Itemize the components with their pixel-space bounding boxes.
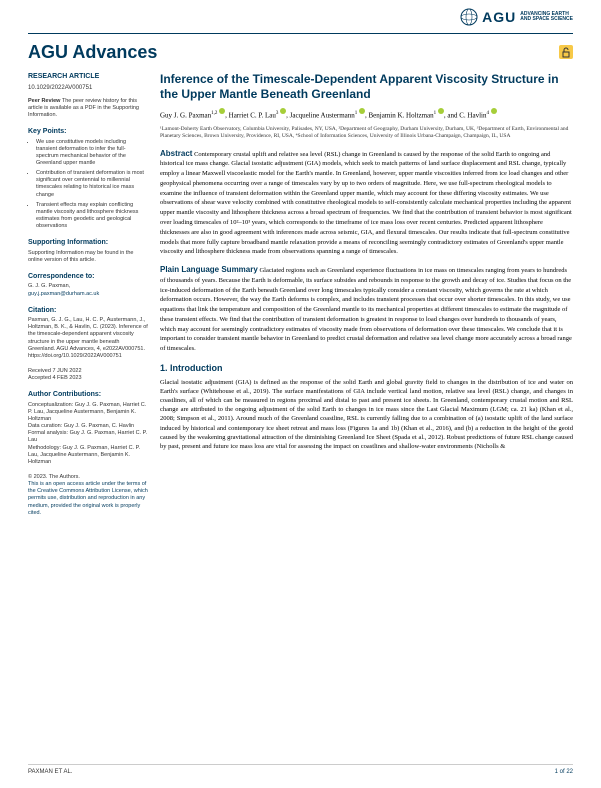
affiliations: ¹Lamont-Doherty Earth Observatory, Colum…: [160, 126, 573, 140]
main-column: Inference of the Timescale-Dependent App…: [160, 72, 573, 525]
pls-label: Plain Language Summary: [160, 265, 258, 274]
header-divider: [28, 33, 573, 34]
orcid-icon: [491, 108, 497, 114]
keypoint-item: Contribution of transient deformation is…: [36, 170, 148, 199]
license-section: © 2023. The Authors. This is an open acc…: [28, 474, 148, 517]
keypoint-item: We use constitutive models including tra…: [36, 139, 148, 168]
correspondence-label: Correspondence to:: [28, 272, 148, 281]
correspondence-email[interactable]: guy.j.paxman@durham.ac.uk: [28, 291, 148, 298]
intro-text: Glacial isostatic adjustment (GIA) is de…: [160, 378, 573, 451]
footer-authors: PAXMAN ET AL.: [28, 768, 72, 776]
peer-review-label: Peer Review: [28, 98, 60, 104]
sidebar: RESEARCH ARTICLE 10.1029/2022AV000751 Pe…: [28, 72, 148, 525]
dates-section: Received 7 JUN 2022 Accepted 4 FEB 2023: [28, 368, 148, 382]
supporting-info-text: Supporting Information may be found in t…: [28, 250, 148, 264]
keypoints-section: Key Points: We use constitutive models i…: [28, 127, 148, 230]
correspondence-section: Correspondence to: G. J. G. Paxman, guy.…: [28, 272, 148, 298]
received-date: Received 7 JUN 2022: [28, 368, 148, 375]
keypoint-item: Transient effects may explain conflictin…: [36, 202, 148, 231]
article-type-label: RESEARCH ARTICLE: [28, 72, 148, 81]
agu-tagline: ADVANCING EARTH AND SPACE SCIENCE: [520, 12, 573, 23]
copyright-text: © 2023. The Authors.: [28, 474, 148, 481]
orcid-icon: [280, 108, 286, 114]
journal-title: AGU Advances: [28, 40, 157, 64]
authors-list: Guy J. G. Paxman1,2 , Harriet C. P. Lau3…: [160, 108, 573, 121]
supporting-info-label: Supporting Information:: [28, 238, 148, 247]
citation-label: Citation:: [28, 306, 148, 315]
citation-text: Paxman, G. J. G., Lau, H. C. P., Austerm…: [28, 317, 148, 360]
agu-globe-icon: [460, 8, 478, 26]
keypoints-list: We use constitutive models including tra…: [28, 139, 148, 231]
supporting-info-section: Supporting Information: Supporting Infor…: [28, 238, 148, 264]
accepted-date: Accepted 4 FEB 2023: [28, 375, 148, 382]
agu-logo-text: AGU: [482, 8, 516, 27]
contributions-label: Author Contributions:: [28, 390, 148, 399]
intro-heading: 1. Introduction: [160, 362, 573, 374]
orcid-icon: [219, 108, 225, 114]
keypoints-label: Key Points:: [28, 127, 148, 136]
orcid-icon: [438, 108, 444, 114]
abstract-text: Contemporary crustal uplift and relative…: [160, 151, 572, 256]
plain-language-block: Plain Language Summary Glaciated regions…: [160, 265, 573, 354]
abstract-label: Abstract: [160, 149, 192, 158]
article-title: Inference of the Timescale-Dependent App…: [160, 72, 573, 102]
page-footer: PAXMAN ET AL. 1 of 22: [28, 764, 573, 776]
agu-logo: AGU ADVANCING EARTH AND SPACE SCIENCE: [460, 8, 573, 27]
correspondence-name: G. J. G. Paxman,: [28, 283, 148, 290]
pls-text: Glaciated regions such as Greenland expe…: [160, 267, 572, 352]
license-text: This is an open access article under the…: [28, 481, 148, 517]
content-area: RESEARCH ARTICLE 10.1029/2022AV000751 Pe…: [0, 72, 601, 525]
doi: 10.1029/2022AV000751: [28, 84, 148, 92]
title-row: AGU Advances: [0, 40, 601, 72]
abstract-block: Abstract Contemporary crustal uplift and…: [160, 149, 573, 257]
citation-section: Citation: Paxman, G. J. G., Lau, H. C. P…: [28, 306, 148, 360]
contributions-text: Conceptualization: Guy J. G. Paxman, Har…: [28, 402, 148, 466]
orcid-icon: [359, 108, 365, 114]
contributions-section: Author Contributions: Conceptualization:…: [28, 390, 148, 466]
peer-review-section: Peer Review The peer review history for …: [28, 98, 148, 119]
header-bar: AGU ADVANCING EARTH AND SPACE SCIENCE: [0, 0, 601, 31]
open-access-badge-icon: [559, 45, 573, 59]
footer-page-number: 1 of 22: [555, 768, 573, 776]
